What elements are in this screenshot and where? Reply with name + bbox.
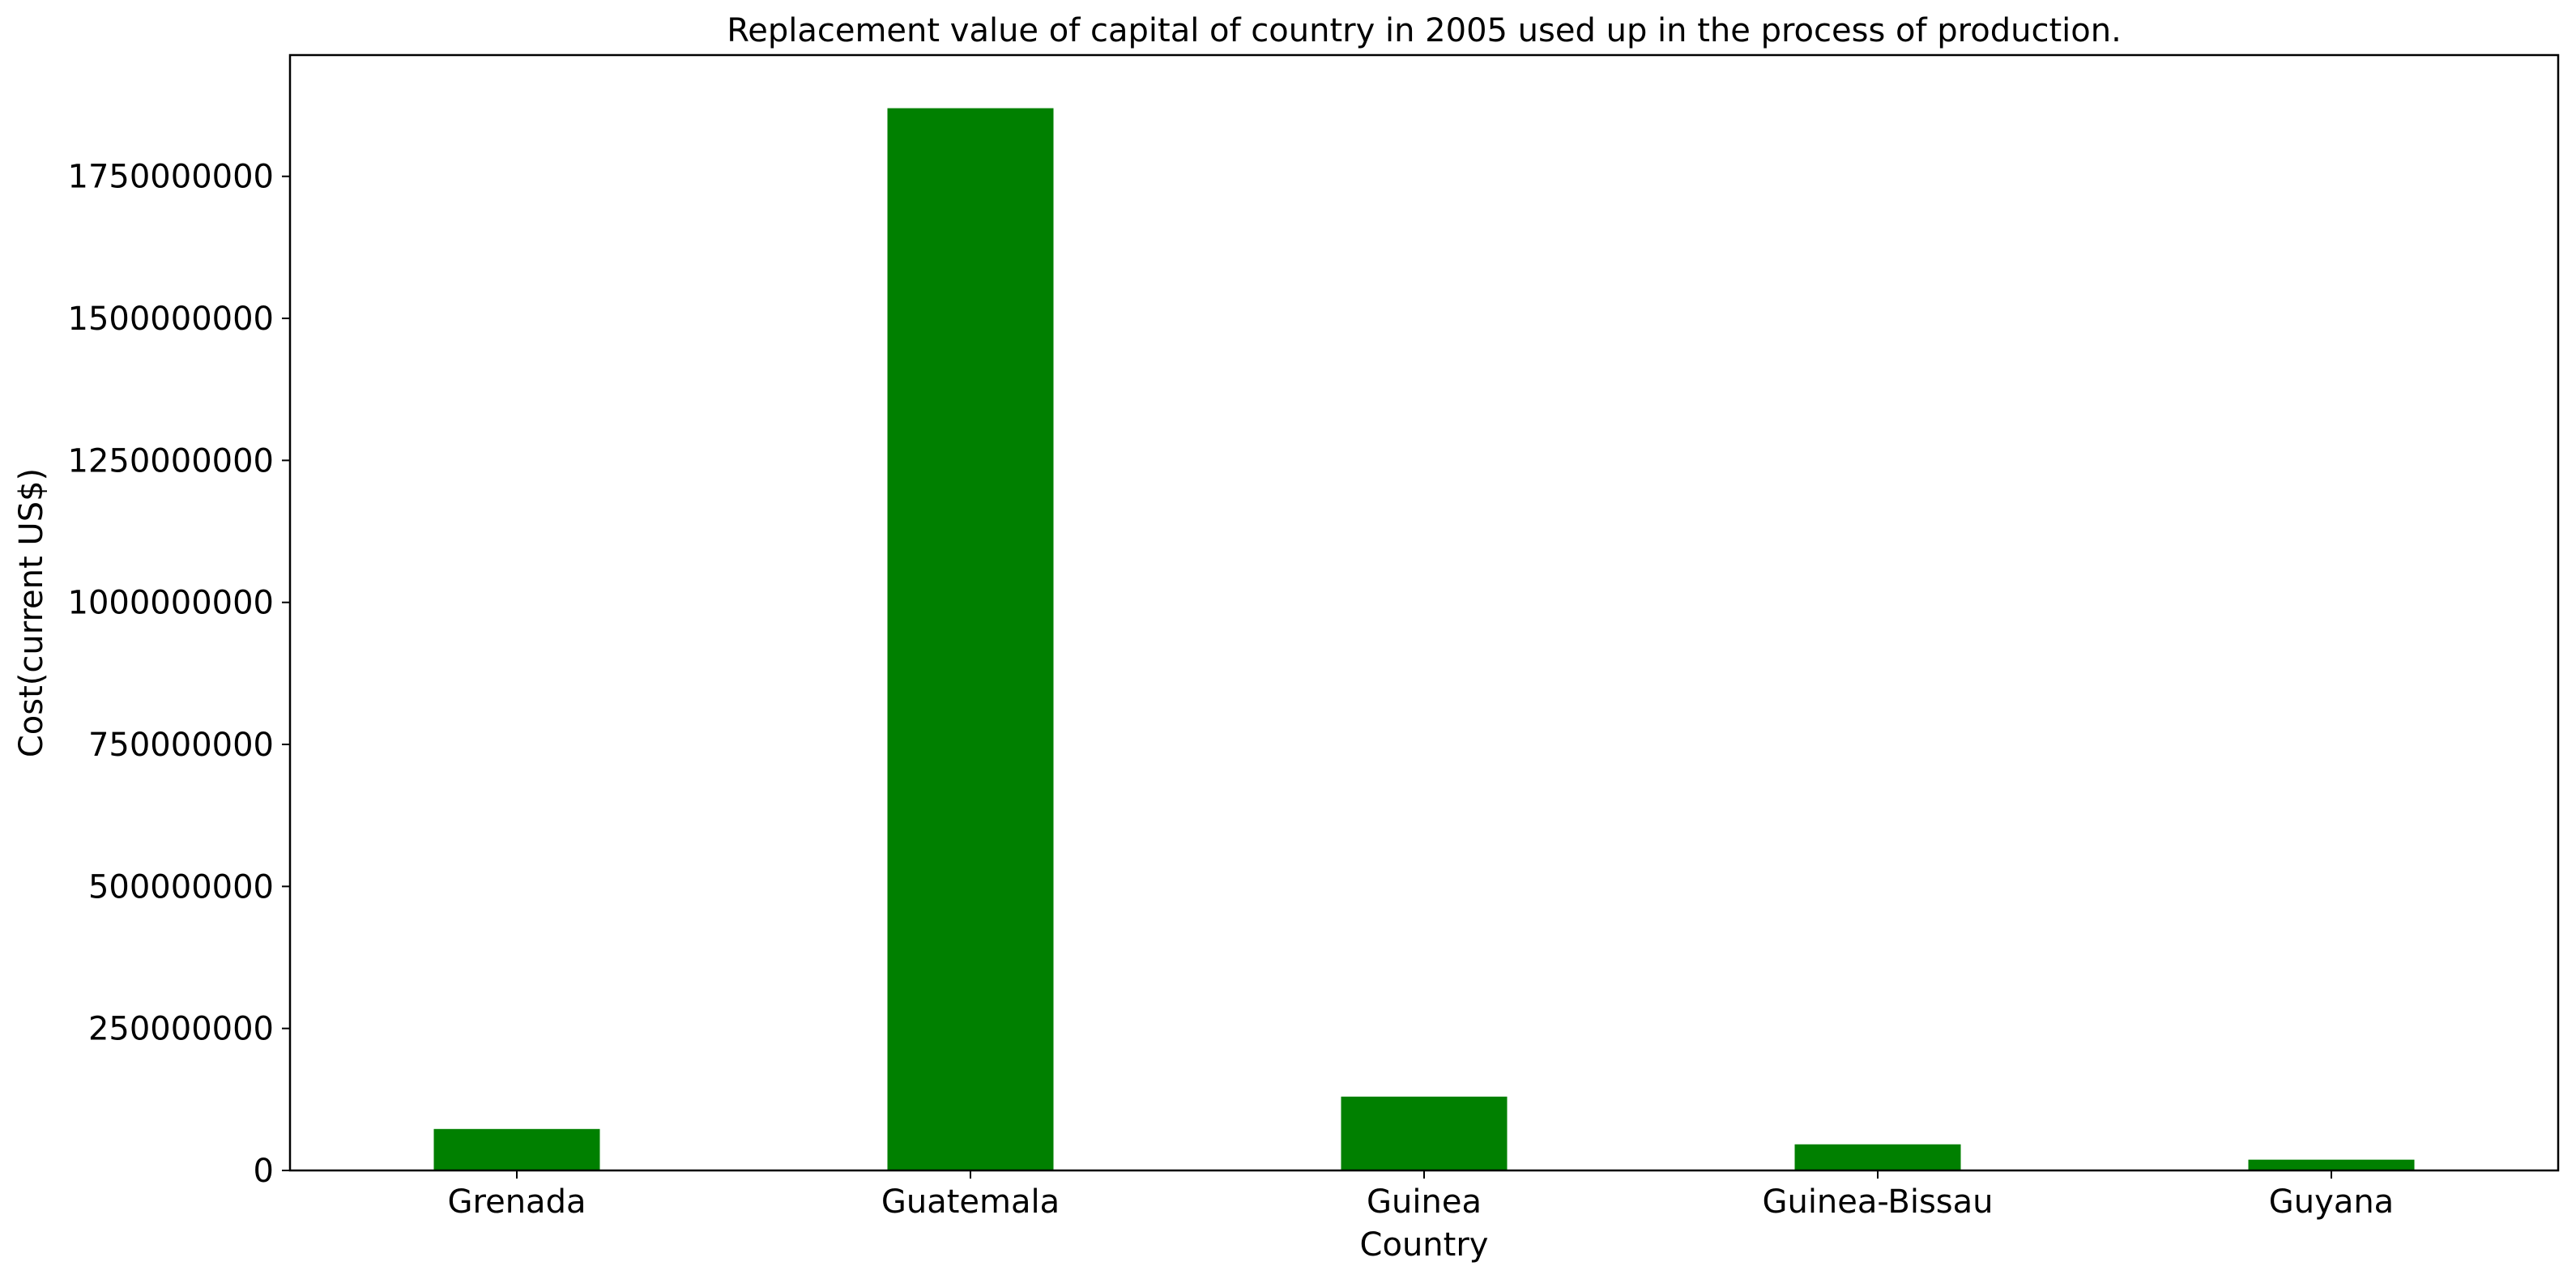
- bars-group: [433, 108, 2415, 1171]
- bar-guyana: [2248, 1159, 2415, 1170]
- y-tick-label: 250000000: [88, 1011, 274, 1048]
- x-tick-label: Guinea-Bissau: [1762, 1183, 1993, 1221]
- x-tick-label: Grenada: [448, 1183, 586, 1221]
- x-axis-label: Country: [1360, 1226, 1489, 1264]
- y-tick-label: 1000000000: [68, 585, 275, 622]
- x-tick-label: Guinea: [1367, 1183, 1482, 1221]
- plot-frame: [288, 53, 2560, 1172]
- x-axis-ticks: Grenada Guatemala Guinea Guinea-Bissau Guyan…: [448, 1170, 2394, 1221]
- x-tick-label: Guatemala: [881, 1183, 1060, 1221]
- y-axis-label: Cost(current US$): [13, 468, 50, 757]
- x-tick-label: Guyana: [2269, 1183, 2394, 1221]
- bar-guatemala: [887, 108, 1054, 1171]
- y-tick-label: 1250000000: [68, 442, 275, 480]
- y-axis-ticks: 0 250000000 500000000 750000000 1000000000 12…: [68, 159, 290, 1190]
- bar-guinea: [1341, 1096, 1508, 1170]
- y-tick-label: 0: [254, 1153, 274, 1190]
- y-tick-label: 1750000000: [68, 159, 275, 196]
- y-tick-label: 750000000: [88, 727, 274, 764]
- bar-grenada: [433, 1128, 600, 1170]
- chart-title: Replacement value of capital of country …: [727, 12, 2122, 49]
- y-tick-label: 500000000: [88, 868, 274, 906]
- y-tick-label: 1500000000: [68, 301, 275, 338]
- bar-guinea-bissau: [1794, 1144, 1961, 1170]
